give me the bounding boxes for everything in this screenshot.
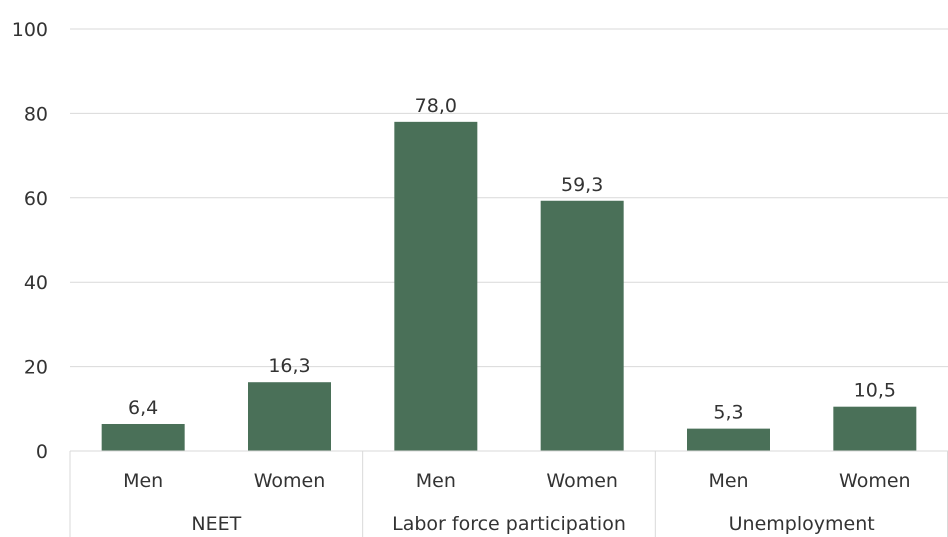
category-label: Men [416,470,456,492]
bar [101,423,185,451]
y-axis: 0 20 40 60 80 100 [12,19,48,463]
bar [394,121,478,451]
category-label: Women [546,470,618,492]
bar [687,428,770,451]
group-label: Unemployment [729,513,875,535]
x-axis: Men Women NEET Men Women Labor force particip… [69,450,948,537]
data-label: 16,3 [268,355,310,377]
data-label: 59,3 [561,174,603,196]
y-tick-label: 0 [36,441,48,463]
y-tick-label: 80 [24,103,48,125]
y-tick-label: 20 [24,357,48,379]
y-tick-label: 40 [24,272,48,294]
category-label: Men [708,470,748,492]
y-tick-label: 60 [24,188,48,210]
category-label: Women [839,470,911,492]
data-label: 6,4 [128,397,158,419]
bar [248,382,331,451]
data-label: 78,0 [415,95,457,117]
group-label: Labor force participation [392,513,626,535]
y-tick-label: 100 [12,19,48,41]
category-label: Women [254,470,326,492]
bars: 6,4 16,3 78,0 59,3 5,3 10,5 [101,95,917,451]
bar [833,406,917,451]
category-label: Men [123,470,163,492]
gridlines [70,28,948,368]
group-label: NEET [191,513,241,535]
data-label: 10,5 [854,380,896,402]
bar [540,200,624,451]
data-label: 5,3 [713,402,743,424]
